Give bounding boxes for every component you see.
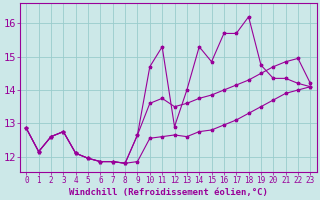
X-axis label: Windchill (Refroidissement éolien,°C): Windchill (Refroidissement éolien,°C)	[69, 188, 268, 197]
